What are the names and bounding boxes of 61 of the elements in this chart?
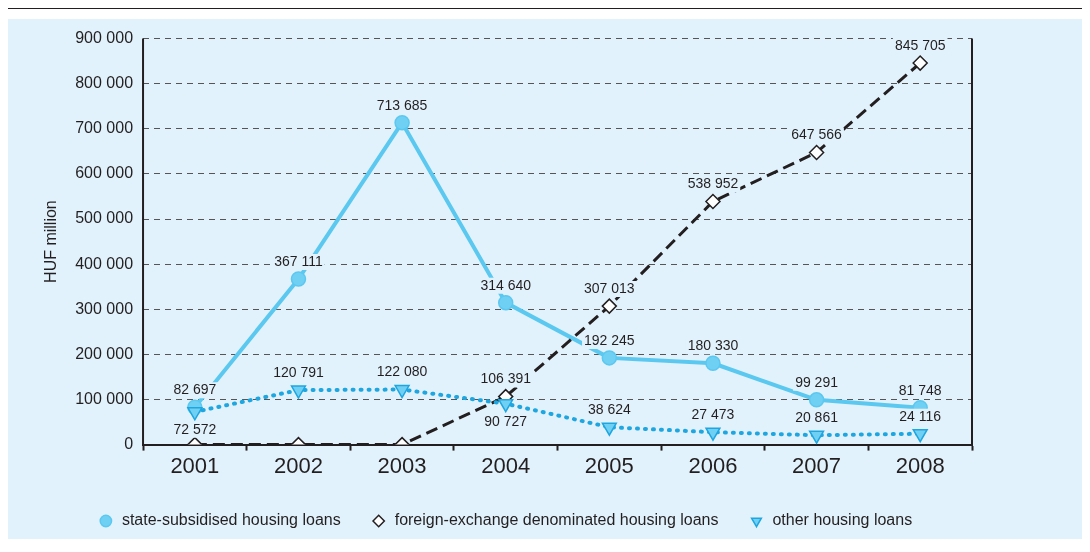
data-label: 845 705 — [894, 36, 946, 53]
point — [497, 294, 514, 311]
data-label: 120 791 — [273, 363, 324, 380]
y-tick-label: 100 000 — [75, 389, 134, 407]
point — [187, 407, 203, 421]
y-tick-label: 400 000 — [75, 254, 134, 272]
y-tick-label: 500 000 — [75, 209, 134, 227]
x-tick-label: 2002 — [273, 452, 323, 478]
data-label: 192 245 — [584, 331, 635, 348]
point — [498, 398, 514, 413]
point — [394, 114, 410, 131]
y-tick-label: 800 000 — [75, 74, 134, 92]
data-label: 82 697 — [173, 381, 217, 398]
data-label: 27 473 — [691, 406, 735, 423]
point — [808, 430, 825, 444]
data-label: 713 685 — [376, 96, 428, 113]
y-tick-label: 0 — [124, 435, 134, 453]
x-tick-label: 2007 — [792, 452, 842, 478]
x-tick-label: 2001 — [170, 452, 220, 478]
point — [705, 193, 721, 210]
data-label: 647 566 — [791, 126, 843, 143]
point — [290, 385, 307, 399]
point — [808, 392, 825, 408]
data-label: 538 952 — [687, 175, 739, 192]
point — [705, 355, 721, 371]
y-tick-label: 200 000 — [75, 344, 134, 362]
x-tick-label: 2004 — [481, 452, 531, 478]
point — [601, 422, 618, 436]
data-label: 314 640 — [480, 276, 532, 293]
point — [394, 384, 410, 399]
data-label: 72 572 — [173, 420, 217, 437]
data-label: 106 391 — [480, 370, 532, 387]
y-axis-title: HUF million — [42, 200, 60, 283]
point — [912, 428, 928, 443]
data-label: 24 116 — [899, 407, 942, 424]
x-tick-label: 2003 — [377, 452, 427, 478]
point — [808, 144, 825, 161]
point — [912, 55, 928, 71]
data-label: 367 111 — [274, 252, 323, 269]
data-label: 307 013 — [584, 279, 635, 296]
y-tick-label: 300 000 — [75, 299, 134, 317]
legend-label: state-subsidised housing loans — [121, 511, 341, 529]
point — [601, 298, 618, 314]
x-tick-label: 2008 — [895, 452, 945, 478]
point — [601, 350, 618, 366]
point — [290, 271, 307, 287]
data-label: 81 748 — [898, 381, 942, 398]
y-tick-label: 600 000 — [75, 164, 134, 182]
data-label: 122 080 — [376, 363, 428, 380]
data-label: 99 291 — [795, 373, 839, 390]
y-tick-label: 700 000 — [75, 119, 134, 137]
data-label: 20 861 — [795, 409, 839, 426]
legend-label: other housing loans — [772, 511, 913, 529]
data-label: 180 330 — [687, 337, 739, 354]
point — [705, 427, 721, 441]
legend-label: foreign-exchange denominated housing loans — [394, 511, 719, 529]
data-label: 38 624 — [587, 401, 631, 418]
x-tick-label: 2006 — [688, 452, 738, 478]
x-tick-label: 2005 — [584, 452, 634, 478]
data-label: 90 727 — [484, 412, 528, 429]
y-tick-label: 900 000 — [75, 29, 134, 47]
